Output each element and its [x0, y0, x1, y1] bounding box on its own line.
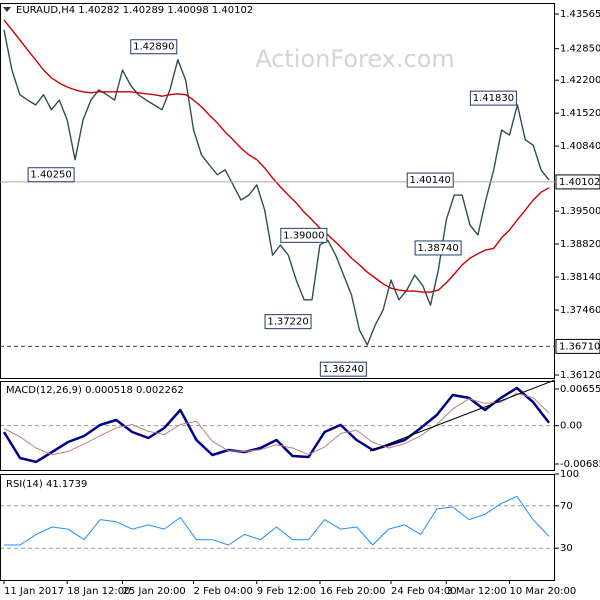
panel-frame — [0, 3, 555, 379]
series-line — [4, 495, 550, 546]
annotation-box — [130, 39, 178, 55]
y-tick-label: 1.41520 — [560, 108, 600, 119]
y-tick-label: 0.006557 — [560, 384, 600, 395]
annotation-label: 1.39000 — [283, 230, 324, 241]
menu-icon — [3, 7, 11, 12]
y-tick-label: 30 — [560, 543, 573, 554]
annotation-box — [319, 361, 367, 377]
price-label-box — [555, 174, 600, 190]
y-tick-label: 100 — [560, 469, 579, 480]
annotation-box — [280, 227, 328, 243]
y-tick-label: 0.00 — [560, 421, 582, 432]
annotation-box — [414, 240, 462, 256]
x-tick-label: 10 Mar 20:00 — [510, 586, 577, 597]
annotation-box — [264, 314, 312, 330]
x-tick-label: 25 Jan 20:00 — [122, 586, 185, 597]
x-tick-label: 2 Feb 04:00 — [194, 586, 253, 597]
annotation-label: 1.36240 — [323, 364, 364, 375]
annotation-label: 1.40250 — [30, 170, 71, 181]
panel-frame — [0, 474, 555, 581]
x-tick-label: 18 Jan 12:00 — [67, 586, 130, 597]
trend-line — [369, 379, 556, 452]
y-tick-label: 1.42200 — [560, 75, 600, 86]
watermark: ActionForex.com — [255, 45, 455, 73]
y-tick-label: 1.43565 — [560, 9, 600, 20]
annotation-label: 1.38740 — [417, 243, 458, 254]
price-label: 1.40102 — [559, 177, 600, 188]
series-line — [3, 19, 550, 293]
series-line — [3, 392, 550, 456]
annotation-box — [469, 90, 517, 106]
price-label-box — [555, 338, 600, 354]
series-line — [2, 386, 550, 464]
x-tick-label: 16 Feb 20:00 — [320, 586, 386, 597]
y-tick-label: 1.36120 — [560, 370, 600, 381]
x-tick-label: 24 Feb 04:00 — [391, 586, 457, 597]
rsi-title: RSI(14) 41.1739 — [6, 479, 87, 490]
annotation-label: 1.40140 — [410, 175, 451, 186]
x-tick-label: 9 Feb 12:00 — [257, 586, 316, 597]
y-tick-label: 1.38140 — [560, 272, 600, 283]
macd-title: MACD(12,26,9) 0.000518 0.002262 — [6, 385, 184, 396]
y-tick-label: -0.006857 — [560, 459, 600, 470]
y-tick-label: 1.38820 — [560, 239, 600, 250]
y-tick-label: 1.42850 — [560, 44, 600, 55]
series-line — [3, 29, 550, 346]
price-label: 1.36710 — [559, 341, 600, 352]
annotation-label: 1.37220 — [267, 317, 308, 328]
annotation-label: 1.41830 — [473, 93, 514, 104]
x-tick-label: 11 Jan 2017 — [4, 586, 64, 597]
y-tick-label: 1.39500 — [560, 206, 600, 217]
x-tick-label: 3 Mar 12:00 — [446, 586, 506, 597]
y-tick-label: 1.37460 — [560, 305, 600, 316]
chart-title: EURAUD,H4 1.40282 1.40289 1.40098 1.4010… — [16, 5, 253, 16]
panel-frame — [0, 381, 555, 471]
annotation-box — [406, 172, 454, 188]
y-tick-label: 1.40840 — [560, 141, 600, 152]
annotation-label: 1.42890 — [133, 42, 174, 53]
y-tick-label: 70 — [560, 501, 573, 512]
annotation-box — [27, 167, 75, 183]
